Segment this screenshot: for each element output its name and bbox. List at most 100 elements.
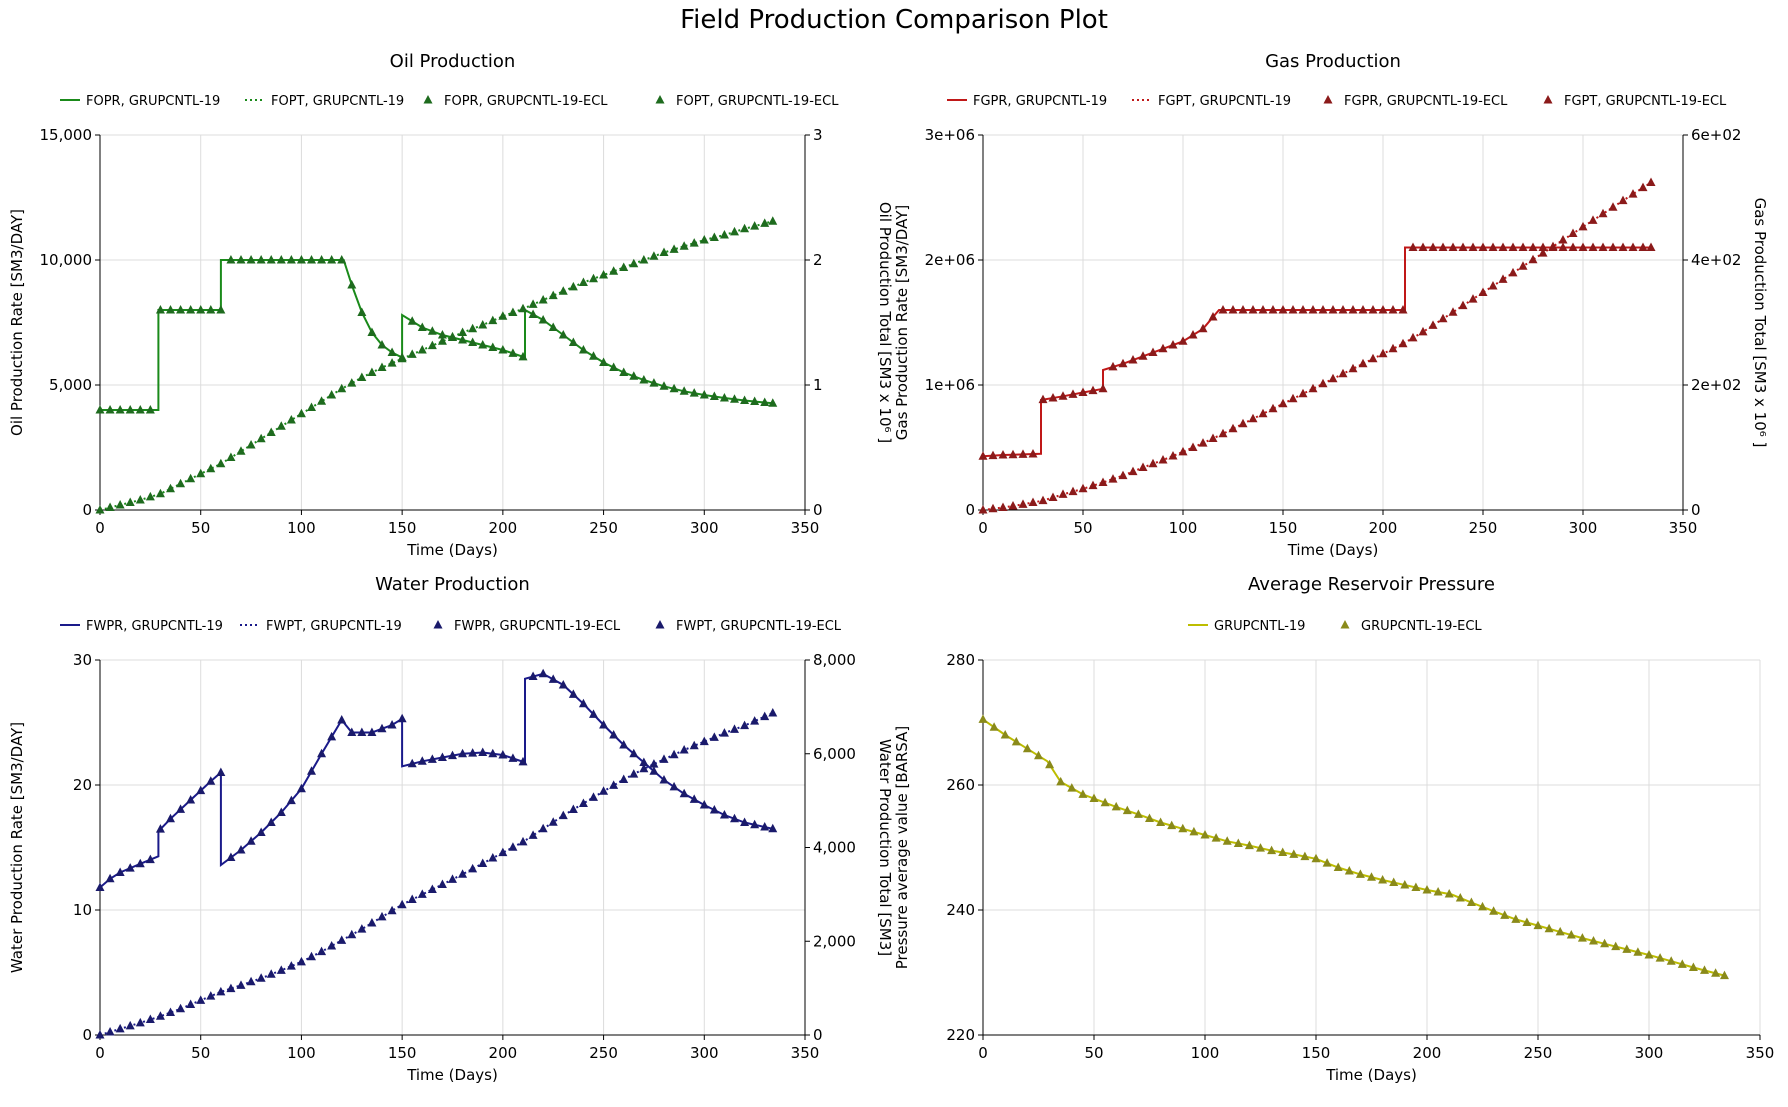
water-legend-marker-swatch	[433, 620, 443, 629]
water-total-marker	[397, 899, 407, 909]
pressure-rate-marker	[1289, 849, 1299, 858]
water-rate-marker	[95, 882, 105, 891]
water-rate-marker	[538, 668, 548, 678]
water-total-marker	[166, 1007, 175, 1016]
water-rate-marker	[609, 730, 619, 739]
gas-total-marker	[1348, 363, 1358, 373]
oil-rate-marker	[256, 255, 266, 264]
pressure-rate-marker	[1655, 953, 1665, 962]
oil-rate-marker	[296, 255, 306, 264]
oil-total-marker	[669, 244, 679, 253]
gas-total-marker	[1568, 228, 1578, 237]
oil-y2-tick-label: 2	[813, 251, 823, 269]
water-rate-marker	[740, 817, 750, 826]
oil-rate-marker	[125, 405, 135, 414]
gas-total-marker	[1508, 267, 1518, 277]
pressure-y-axis-label: Pressure average value [BARSA]	[893, 726, 911, 969]
gas-total-marker	[1078, 483, 1088, 493]
water-rate-marker	[236, 845, 246, 854]
gas-rate-marker	[1578, 242, 1588, 251]
gas-rate-marker	[978, 451, 988, 460]
gas-total-marker	[1238, 418, 1248, 428]
gas-legend-item[interactable]: FGPR, GRUPCNTL-19-ECL	[1323, 94, 1509, 109]
oil-total-marker	[256, 433, 266, 443]
water-legend-item[interactable]: FWPT, GRUPCNTL-19-ECL	[655, 619, 842, 634]
gas-rate-marker	[1358, 305, 1368, 314]
oil-rate-marker	[145, 405, 155, 414]
gas-legend-item[interactable]: FGPT, GRUPCNTL-19-ECL	[1543, 94, 1728, 109]
gas-total-marker	[1278, 398, 1288, 408]
oil-rate-marker	[699, 390, 709, 399]
gas-rate-marker	[1468, 242, 1478, 251]
oil-y2-axis-label: Oil Production Total [SM3 x 10⁶ ]	[876, 202, 894, 443]
oil-rate-marker	[206, 305, 216, 314]
pressure-rate-marker	[978, 714, 988, 723]
oil-y-tick-label: 0	[82, 501, 92, 519]
gas-total-marker	[1188, 442, 1198, 451]
pressure-rate-marker	[1433, 886, 1443, 896]
oil-y-tick-label: 10,000	[40, 251, 93, 269]
water-total-marker	[115, 1023, 125, 1033]
gas-total-marker	[1178, 446, 1188, 456]
gas-total-marker	[1398, 338, 1408, 348]
gas-rate-marker	[1028, 449, 1038, 458]
pressure-y-tick-label: 260	[946, 776, 975, 794]
water-legend-item[interactable]: FWPR, GRUPCNTL-19	[60, 619, 223, 634]
oil-rate-marker	[327, 255, 337, 264]
pressure-rate-marker	[1078, 789, 1088, 798]
water-total-marker	[357, 924, 367, 933]
gas-rate-marker	[1318, 305, 1328, 314]
pressure-rate-marker	[1400, 880, 1410, 889]
oil-legend-item[interactable]: FOPT, GRUPCNTL-19	[245, 94, 404, 109]
pressure-rate-marker	[1489, 906, 1499, 915]
water-x-tick-label: 250	[589, 1044, 618, 1062]
pressure-rate-marker	[1034, 750, 1043, 760]
pressure-rate-marker	[1233, 838, 1243, 847]
water-total-marker	[639, 763, 649, 773]
gas-legend-item[interactable]: FGPT, GRUPCNTL-19	[1132, 94, 1291, 109]
gas-total-marker	[1308, 383, 1318, 393]
water-legend-item[interactable]: FWPT, GRUPCNTL-19	[240, 619, 402, 634]
water-rate-marker	[649, 766, 659, 775]
water-total-marker	[740, 720, 750, 730]
oil-y-tick-label: 15,000	[40, 126, 93, 144]
oil-total-marker	[276, 421, 286, 430]
pressure-y-tick-label: 280	[946, 651, 975, 669]
water-legend-label: FWPT, GRUPCNTL-19-ECL	[676, 619, 842, 634]
water-legend-item[interactable]: FWPR, GRUPCNTL-19-ECL	[433, 619, 621, 634]
oil-rate-marker	[407, 316, 417, 325]
oil-rate-marker	[95, 405, 105, 414]
oil-y2-tick-label: 3	[813, 126, 823, 144]
water-rate-marker	[629, 748, 639, 758]
water-y2-axis-label: Water Production Total [SM3]	[876, 739, 894, 956]
oil-total-marker	[337, 383, 347, 393]
gas-rate-marker	[1568, 242, 1578, 251]
water-y2-tick-label: 4,000	[813, 839, 856, 857]
gas-rate-marker	[1238, 305, 1248, 314]
water-total-marker	[317, 946, 327, 956]
oil-total-marker	[125, 497, 135, 506]
pressure-legend-item[interactable]: GRUPCNTL-19	[1188, 619, 1305, 634]
gas-legend-item[interactable]: FGPR, GRUPCNTL-19	[947, 94, 1107, 109]
oil-legend-item[interactable]: FOPT, GRUPCNTL-19-ECL	[655, 94, 840, 109]
oil-rate-marker	[750, 396, 760, 405]
water-total-marker	[609, 780, 619, 789]
oil-legend-item[interactable]: FOPR, GRUPCNTL-19	[60, 94, 220, 109]
water-rate-marker	[458, 748, 468, 758]
water-total-marker	[548, 817, 558, 826]
water-rate-marker	[176, 804, 186, 813]
oil-rate-marker	[619, 367, 629, 376]
pressure-rate-marker	[1511, 914, 1521, 923]
oil-x-tick-label: 350	[791, 519, 820, 537]
oil-total-marker	[619, 262, 629, 271]
gas-total-marker	[1638, 182, 1648, 192]
water-y-tick-label: 20	[73, 776, 92, 794]
oil-legend-item[interactable]: FOPR, GRUPCNTL-19-ECL	[423, 94, 609, 109]
water-rate-marker	[760, 821, 770, 831]
pressure-rate-marker	[1267, 845, 1277, 855]
pressure-legend-item[interactable]: GRUPCNTL-19-ECL	[1340, 619, 1483, 634]
water-total-marker	[760, 711, 770, 721]
water-rate-marker	[548, 674, 558, 683]
water-x-tick-label: 200	[489, 1044, 518, 1062]
pressure-rate-marker	[1688, 962, 1698, 971]
